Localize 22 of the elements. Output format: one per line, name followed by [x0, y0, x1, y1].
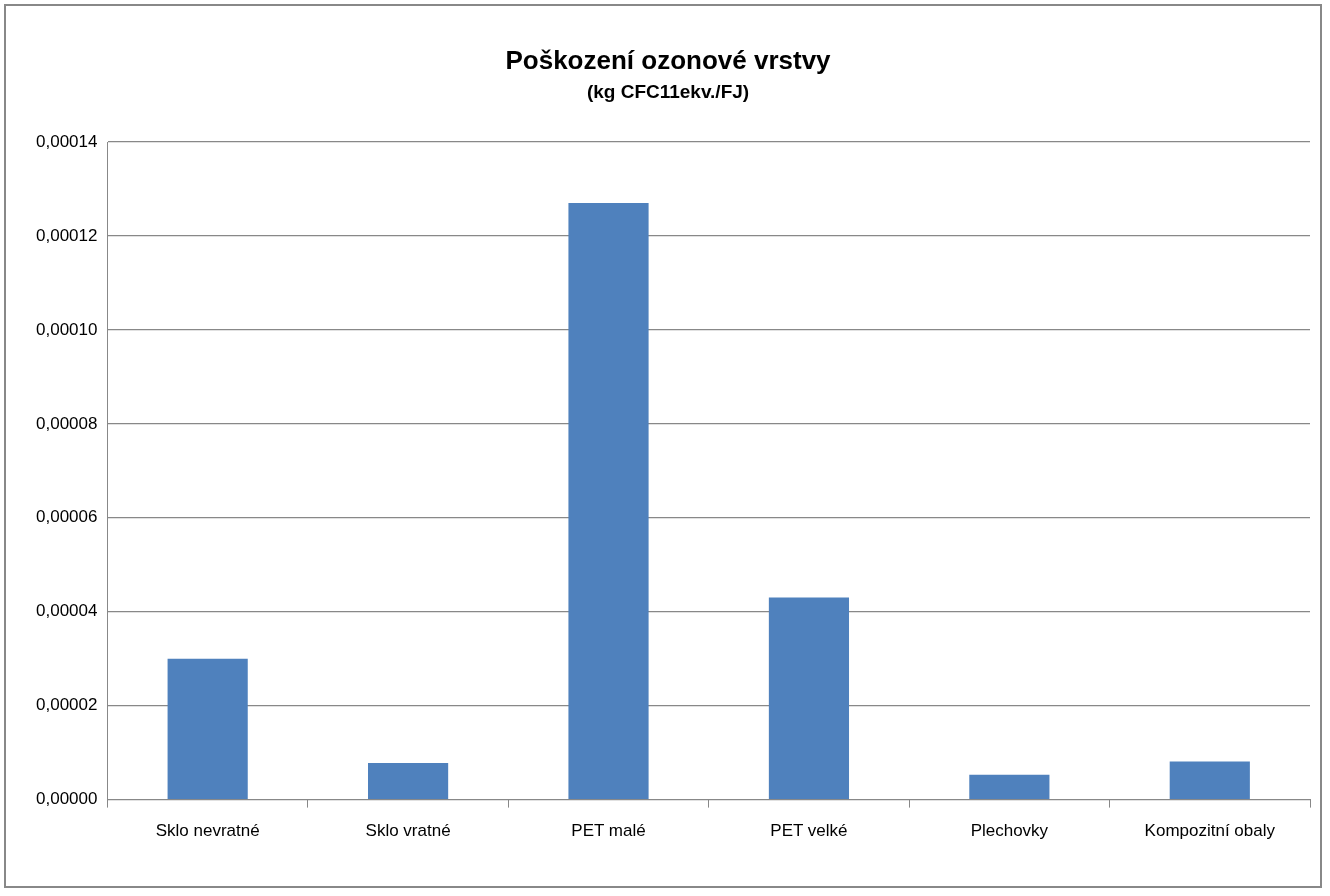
bar — [768, 597, 850, 799]
chart-title: Poškození ozonové vrstvy — [505, 44, 832, 75]
chart-subtitle: (kg CFC11ekv./FJ) — [586, 80, 750, 102]
x-tick-label: PET malé — [571, 821, 646, 841]
x-tick-label: Sklo nevratné — [155, 821, 260, 841]
y-tick-label: 0,00008 — [36, 413, 98, 433]
x-tick-label: Kompozitní obaly — [1144, 821, 1276, 841]
y-tick-label: 0,00002 — [36, 695, 98, 715]
y-tick-label: 0,00014 — [36, 131, 98, 151]
bar — [568, 203, 649, 799]
y-tick-label: 0,00006 — [36, 507, 98, 527]
x-tick-label: Sklo vratné — [365, 821, 451, 841]
bar — [1169, 761, 1250, 799]
y-tick-label: 0,00010 — [36, 319, 98, 339]
y-tick-label: 0,00012 — [36, 225, 98, 245]
y-tick-label: 0,00000 — [36, 789, 98, 809]
bar — [368, 762, 449, 799]
bar — [969, 774, 1050, 799]
bar — [167, 658, 248, 799]
x-tick-label: Plechovky — [970, 821, 1049, 841]
y-tick-label: 0,00004 — [36, 601, 98, 621]
x-tick-label: PET velké — [770, 821, 848, 841]
